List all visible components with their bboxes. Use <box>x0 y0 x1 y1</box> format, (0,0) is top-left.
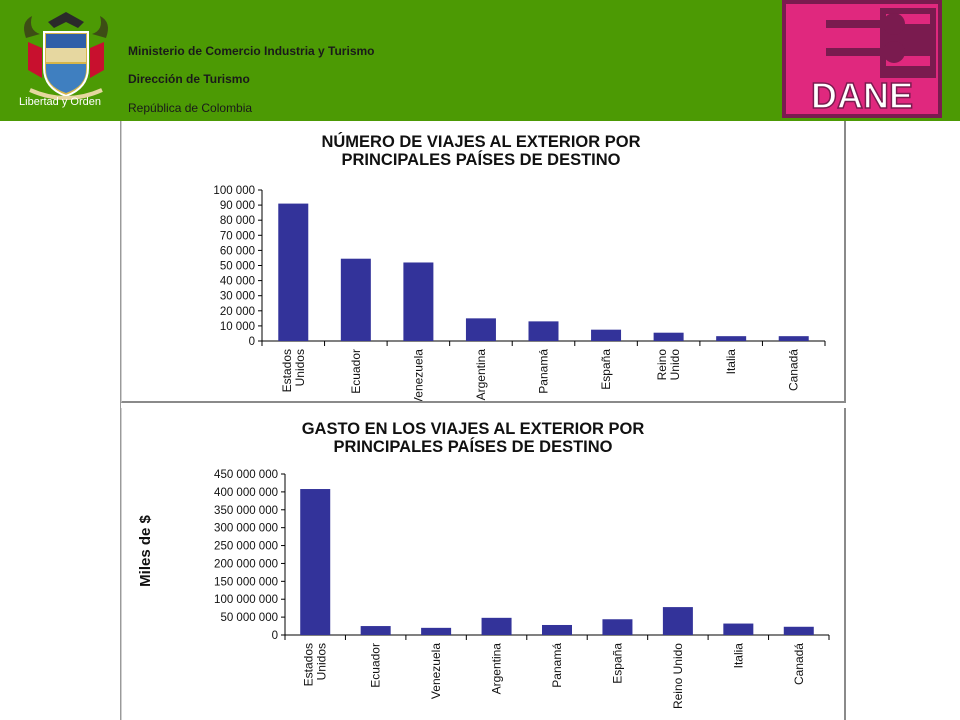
y-tick-label: 30 000 <box>220 291 255 303</box>
category-label: Panamá <box>537 349 551 394</box>
y-tick-label: 90 000 <box>220 200 255 212</box>
bar <box>403 262 434 341</box>
y-tick-label: 400 000 000 <box>214 487 278 499</box>
bar <box>421 627 452 635</box>
crest-motto: Libertad y Orden <box>19 96 101 108</box>
spend-chart: 0 50 000 000 100 000 000 150 000 000 200 000… <box>137 469 830 709</box>
bar <box>360 626 391 635</box>
spend-chart-title-line-1: GASTO EN LOS VIAJES AL EXTERIOR POR <box>301 420 645 438</box>
trips-chart: 0 10 000 20 000 30 000 40 000 50 000 60 000 70 … <box>213 185 826 401</box>
bar <box>653 332 684 341</box>
category-label: España <box>610 643 624 684</box>
category-label: Argentina <box>490 643 504 695</box>
category-label: Canadá <box>792 643 806 685</box>
y-tick-label: 10 000 <box>220 321 255 333</box>
trips-chart-title: NÚMERO DE VIAJES AL EXTERIOR POR PRINCIP… <box>120 133 842 169</box>
bar <box>778 336 809 341</box>
colombia-crest-icon <box>24 12 108 100</box>
category-label: Italia <box>724 349 738 375</box>
dane-logo: DANE <box>782 0 942 118</box>
category-label: Panamá <box>550 643 564 688</box>
bar <box>278 203 309 341</box>
header-band: Libertad y Orden Ministerio de Comercio … <box>0 0 960 121</box>
category-label: Unidos <box>293 349 307 386</box>
category-label: España <box>599 349 613 390</box>
y-tick-label: 60 000 <box>220 245 255 257</box>
y-tick-label: 70 000 <box>220 230 255 242</box>
y-tick-label: 100 000 000 <box>214 594 278 606</box>
direction-name: Dirección de Turismo <box>128 72 250 86</box>
trips-chart-title-line-1: NÚMERO DE VIAJES AL EXTERIOR POR <box>321 133 641 151</box>
y-tick-label: 100 000 <box>213 185 255 197</box>
bar <box>465 318 496 341</box>
category-label: Estados <box>302 643 316 686</box>
ministry-name: Ministerio de Comercio Industria y Turis… <box>128 44 375 58</box>
y-tick-label: 0 <box>249 336 255 348</box>
category-label: Unido <box>668 349 682 381</box>
bar <box>783 626 814 635</box>
y-tick-label: 80 000 <box>220 215 255 227</box>
category-label: Venezuela <box>411 349 425 401</box>
y-tick-label: 250 000 000 <box>214 541 278 553</box>
bar <box>300 489 331 635</box>
spend-chart-panel: GASTO EN LOS VIAJES AL EXTERIOR POR PRIN… <box>121 408 846 720</box>
bar <box>723 623 754 635</box>
y-tick-label: 50 000 000 <box>220 612 278 624</box>
y-tick-label: 300 000 000 <box>214 523 278 535</box>
bar <box>591 329 622 341</box>
bar <box>662 607 693 635</box>
bar <box>481 617 512 635</box>
spend-chart-title: GASTO EN LOS VIAJES AL EXTERIOR POR PRIN… <box>112 420 834 456</box>
y-axis-title: Miles de $ <box>137 514 154 586</box>
category-label: Ecuador <box>369 643 383 688</box>
dane-logo-text: DANE <box>811 75 913 116</box>
bar <box>340 258 371 341</box>
y-tick-label: 200 000 000 <box>214 558 278 570</box>
y-tick-label: 40 000 <box>220 276 255 288</box>
bar <box>602 619 633 635</box>
y-tick-label: 150 000 000 <box>214 576 278 588</box>
y-tick-label: 450 000 000 <box>214 469 278 481</box>
country-name: República de Colombia <box>128 101 253 115</box>
category-label: Reino Unido <box>671 643 685 709</box>
category-label: Reino <box>655 349 669 381</box>
category-label: Canadá <box>787 349 801 391</box>
category-label: Estados <box>280 349 294 392</box>
category-label: Venezuela <box>429 643 443 699</box>
left-divider <box>120 121 121 720</box>
bar <box>528 321 559 341</box>
y-tick-label: 20 000 <box>220 306 255 318</box>
y-tick-label: 350 000 000 <box>214 505 278 517</box>
y-tick-label: 0 <box>272 630 278 642</box>
trips-chart-panel: NÚMERO DE VIAJES AL EXTERIOR POR PRINCIP… <box>121 121 846 403</box>
category-label: Italia <box>731 643 745 669</box>
bar <box>716 336 747 341</box>
y-tick-label: 50 000 <box>220 261 255 273</box>
trips-chart-title-line-2: PRINCIPALES PAÍSES DE DESTINO <box>341 151 621 169</box>
category-label: Ecuador <box>349 349 363 394</box>
category-label: Unidos <box>315 643 329 680</box>
bar <box>542 624 572 635</box>
spend-chart-title-line-2: PRINCIPALES PAÍSES DE DESTINO <box>333 438 613 456</box>
category-label: Argentina <box>474 349 488 401</box>
